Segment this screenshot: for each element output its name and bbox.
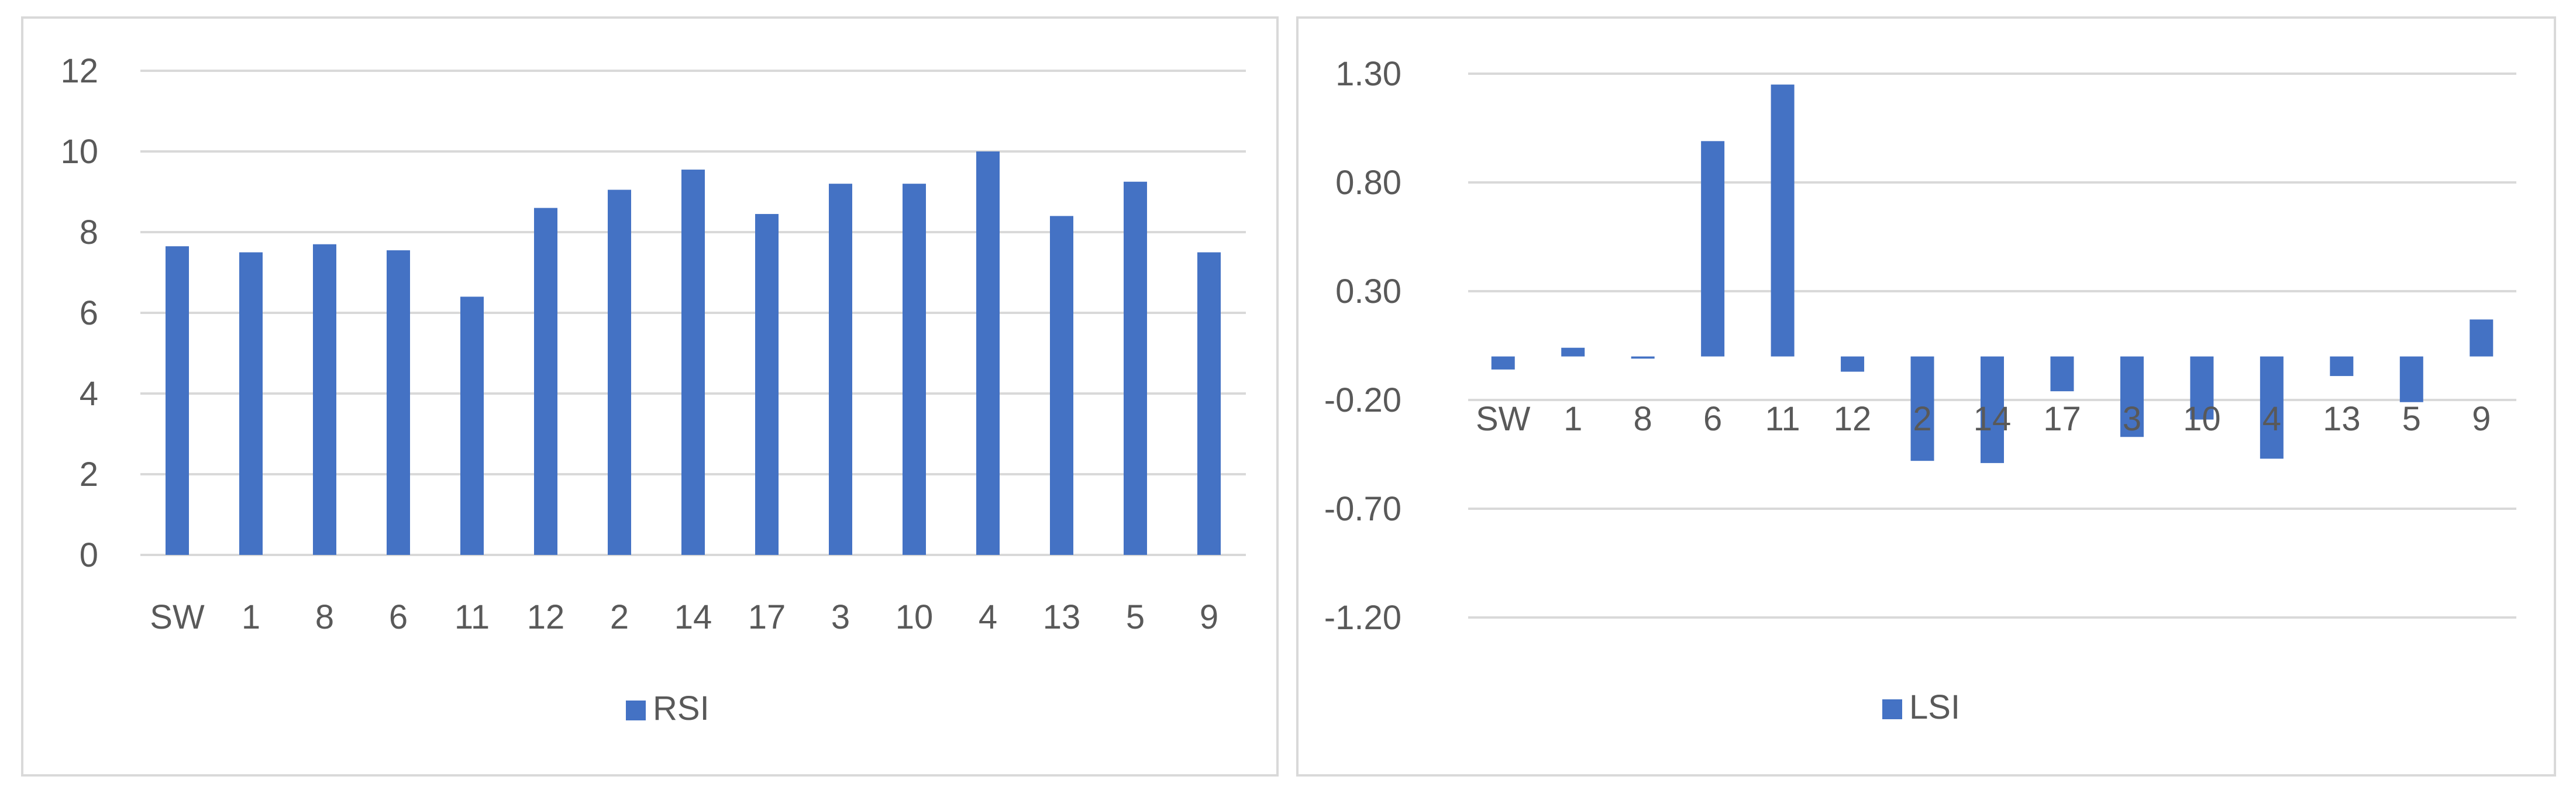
rsi-x-tick-label: 8 [315, 598, 334, 636]
lsi-y-tick-label: 0.80 [1335, 164, 1401, 202]
lsi-x-tick-label: 13 [2323, 400, 2361, 438]
lsi-x-tick-label: 14 [1974, 400, 2012, 438]
rsi-bar [608, 189, 631, 555]
lsi-chart-panel: -1.20 -0.70 -0.20 0.30 0.80 1.30 SW 1 8 6 11 12 2 14… [1296, 16, 2556, 777]
lsi-bar [1841, 356, 1865, 372]
rsi-x-tick-label: 10 [896, 598, 934, 636]
lsi-x-tick-label: 11 [1765, 400, 1800, 438]
rsi-x-tick-label: SW [150, 598, 205, 636]
lsi-bar [2190, 356, 2214, 420]
rsi-x-axis: SW 1 8 6 11 12 2 14 17 3 10 4 13 5 9 [150, 598, 1218, 636]
rsi-y-tick-label: 4 [80, 375, 98, 413]
rsi-x-tick-label: 9 [1200, 598, 1218, 636]
lsi-y-tick-label: -0.20 [1324, 381, 1401, 419]
lsi-x-axis: SW 1 8 6 11 12 2 14 17 3 10 4 13 5 9 [1476, 400, 2491, 438]
lsi-bar [1981, 356, 2004, 463]
rsi-x-tick-label: 13 [1043, 598, 1081, 636]
lsi-x-tick-label: 1 [1563, 400, 1582, 438]
lsi-x-tick-label: 5 [2402, 400, 2421, 438]
rsi-bar [903, 184, 926, 555]
lsi-bar [2260, 356, 2284, 459]
rsi-y-tick-label: 6 [80, 294, 98, 332]
rsi-y-tick-label: 0 [80, 536, 98, 574]
rsi-bar [166, 246, 189, 555]
lsi-y-tick-label: -0.70 [1324, 490, 1401, 528]
lsi-x-tick-label: 17 [2043, 400, 2081, 438]
rsi-legend-swatch [626, 701, 646, 720]
rsi-y-axis: 0 2 4 6 8 10 12 [60, 52, 98, 574]
rsi-bar [681, 170, 705, 555]
rsi-legend: RSI [626, 689, 710, 727]
rsi-bar [1197, 252, 1221, 555]
rsi-chart-panel: 0 2 4 6 8 10 12 SW 1 8 6 11 12 2 14 17 3 10 4 13 5 9 RSI [21, 16, 1279, 777]
rsi-legend-label: RSI [653, 689, 710, 727]
lsi-bar [2050, 356, 2074, 392]
rsi-bar [829, 184, 852, 555]
rsi-chart: 0 2 4 6 8 10 12 SW 1 8 6 11 12 2 14 17 3 10 4 13 5 9 RSI [60, 52, 1246, 727]
rsi-bar [534, 208, 557, 556]
lsi-bar [1910, 356, 1934, 461]
rsi-x-tick-label: 11 [454, 598, 490, 636]
lsi-bar [1631, 356, 1655, 359]
lsi-y-axis: -1.20 -0.70 -0.20 0.30 0.80 1.30 [1324, 55, 1401, 637]
lsi-bar [2399, 356, 2423, 402]
lsi-bar [1701, 141, 1725, 357]
lsi-x-tick-label: 3 [2123, 400, 2141, 438]
rsi-bars [166, 151, 1221, 556]
rsi-y-tick-label: 12 [60, 52, 98, 90]
rsi-bar [1124, 181, 1147, 555]
lsi-x-tick-label: SW [1476, 400, 1531, 438]
lsi-legend-swatch [1882, 699, 1902, 719]
rsi-bar [387, 250, 410, 555]
lsi-y-tick-label: 0.30 [1335, 272, 1401, 310]
rsi-y-tick-label: 2 [80, 456, 98, 494]
lsi-bar [1491, 356, 1515, 370]
lsi-bar [1771, 84, 1795, 357]
rsi-bar [239, 252, 263, 555]
rsi-bar [1050, 216, 1073, 555]
rsi-bar [976, 151, 1000, 555]
lsi-x-tick-label: 12 [1834, 400, 1872, 438]
rsi-x-tick-label: 4 [979, 598, 997, 636]
rsi-x-tick-label: 6 [389, 598, 408, 636]
lsi-x-tick-label: 9 [2472, 400, 2491, 438]
lsi-chart: -1.20 -0.70 -0.20 0.30 0.80 1.30 SW 1 8 6 11 12 2 14… [1324, 55, 2516, 726]
lsi-bars [1491, 84, 2494, 463]
lsi-y-tick-label: 1.30 [1335, 55, 1401, 93]
lsi-x-tick-label: 6 [1703, 400, 1722, 438]
rsi-x-tick-label: 1 [242, 598, 260, 636]
lsi-bar [2330, 356, 2354, 377]
lsi-gridlines [1468, 73, 2516, 619]
rsi-bar [460, 296, 484, 555]
lsi-bar [1561, 347, 1585, 357]
lsi-y-tick-label: -1.20 [1324, 599, 1401, 637]
lsi-legend: LSI [1882, 688, 1960, 726]
lsi-bar [2470, 319, 2494, 357]
rsi-x-tick-label: 3 [831, 598, 850, 636]
lsi-x-tick-label: 10 [2183, 400, 2221, 438]
rsi-y-tick-label: 8 [80, 213, 98, 251]
rsi-x-tick-label: 14 [674, 598, 712, 636]
rsi-x-tick-label: 5 [1126, 598, 1145, 636]
lsi-legend-label: LSI [1909, 688, 1960, 726]
rsi-x-tick-label: 2 [610, 598, 629, 636]
lsi-x-tick-label: 2 [1913, 400, 1931, 438]
rsi-x-tick-label: 12 [527, 598, 565, 636]
lsi-bar [2120, 356, 2144, 437]
rsi-y-tick-label: 10 [60, 133, 98, 171]
lsi-x-tick-label: 4 [2262, 400, 2281, 438]
lsi-x-tick-label: 8 [1634, 400, 1652, 438]
rsi-x-tick-label: 17 [748, 598, 786, 636]
rsi-bar [755, 213, 779, 555]
rsi-bar [313, 244, 336, 555]
